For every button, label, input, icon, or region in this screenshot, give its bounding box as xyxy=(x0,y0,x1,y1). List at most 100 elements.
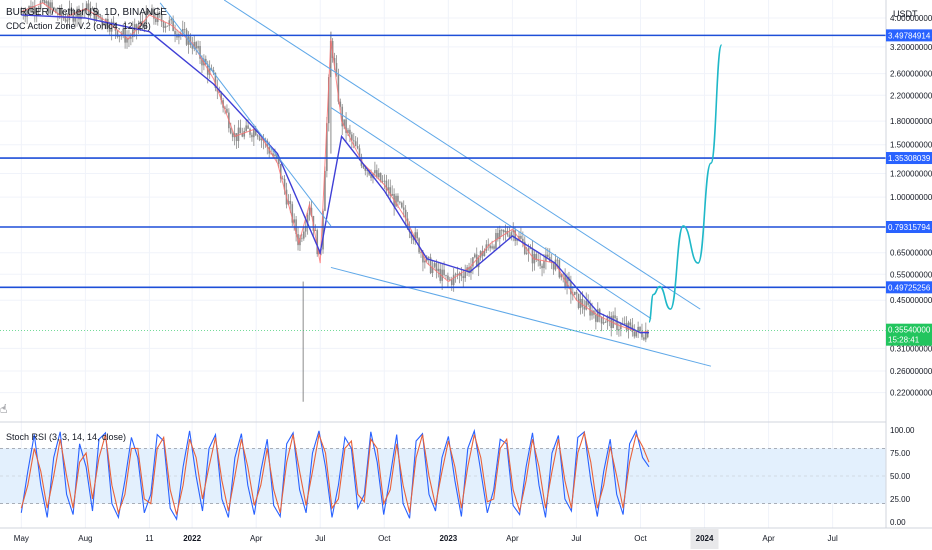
candle-body xyxy=(135,24,138,31)
candle-body xyxy=(304,225,307,232)
price-tags: 3.49784914 1.35308039 0.79315794 0.49725256… xyxy=(886,29,932,346)
stoch-axis[interactable]: 100.00 75.00 50.00 25.00 0.00 xyxy=(890,426,915,527)
candle-body xyxy=(224,107,226,109)
candle-body xyxy=(316,230,319,255)
trend-line-mid xyxy=(330,107,652,320)
indicator-title: CDC Action Zone V.2 (ohlc4, 12, 26) xyxy=(6,21,151,31)
candle-body xyxy=(20,11,23,13)
candle-body xyxy=(289,200,292,205)
stoch-d-line xyxy=(20,430,650,515)
candle-body xyxy=(101,17,103,23)
candle-body xyxy=(351,134,353,141)
candle-body xyxy=(483,250,486,257)
candle-body xyxy=(303,231,305,239)
candle-body xyxy=(522,238,524,242)
candle-body xyxy=(147,11,149,14)
candle-body xyxy=(470,266,472,274)
time-tick-label: Apr xyxy=(762,534,775,543)
time-axis[interactable]: May Aug 11 2022 Apr Jul Oct 2023 Apr Jul Oct 2024 Ap… xyxy=(14,529,838,549)
projection-path xyxy=(648,44,723,323)
candle-body xyxy=(612,315,614,329)
candle-body xyxy=(247,125,249,129)
candle-body xyxy=(145,11,148,28)
candle-body xyxy=(481,251,484,257)
candle-body xyxy=(60,8,63,17)
candle-body xyxy=(162,21,165,28)
candle-body xyxy=(324,170,326,211)
candle-body xyxy=(504,230,507,233)
candle-body xyxy=(299,237,301,246)
candle-body xyxy=(166,25,169,27)
candle-body xyxy=(32,6,34,12)
candle-body xyxy=(160,14,163,22)
candle-body xyxy=(153,9,155,19)
candle-body xyxy=(279,164,282,179)
candle-body xyxy=(114,23,117,31)
candle-body xyxy=(573,291,576,296)
price-tick-label: 1.20000000 xyxy=(890,170,932,179)
candle-body xyxy=(130,37,132,39)
candle-body xyxy=(70,8,73,12)
stoch-tick-label: 25.00 xyxy=(890,495,911,504)
candle-body xyxy=(168,20,171,26)
price-tick-label: 1.80000000 xyxy=(890,117,932,126)
time-tick-label: 11 xyxy=(145,534,154,543)
currency-label: USDT xyxy=(893,9,918,19)
candle-body xyxy=(112,21,115,24)
candle-body xyxy=(89,9,92,17)
candle-body xyxy=(400,202,403,208)
candle-body xyxy=(433,263,436,267)
candle-body xyxy=(237,127,240,142)
candle-body xyxy=(214,72,217,88)
candle-body xyxy=(343,119,345,127)
current-price-label: 0.35540000 xyxy=(888,326,931,335)
candle-body xyxy=(391,193,393,196)
candle-body xyxy=(281,178,284,180)
candle-body xyxy=(97,10,100,17)
price-tick-label: 0.55000000 xyxy=(890,270,932,279)
candle-body xyxy=(412,238,415,241)
trend-line-early xyxy=(159,2,332,227)
candle-body xyxy=(258,136,261,141)
candle-body xyxy=(181,29,184,34)
candle-body xyxy=(502,229,505,233)
time-tick-label: Apr xyxy=(506,534,519,543)
candle-body xyxy=(66,20,69,22)
candle-body xyxy=(354,141,357,147)
candle-body xyxy=(604,322,607,323)
candle-body xyxy=(385,180,388,191)
candle-body xyxy=(541,265,543,269)
candle-body xyxy=(253,128,255,138)
candle-body xyxy=(172,18,174,32)
candle-body xyxy=(78,8,80,20)
candle-body xyxy=(229,128,232,134)
candle-body xyxy=(575,291,578,294)
candle-body xyxy=(272,153,274,156)
candle-body xyxy=(76,8,78,18)
candle-body xyxy=(30,6,32,12)
candle-body xyxy=(370,174,372,178)
candle-body xyxy=(41,0,44,2)
candle-body xyxy=(639,326,641,332)
symbol-title: BURGER / TetherUS, 1D, BINANCE xyxy=(6,7,167,18)
candle-body xyxy=(347,129,349,133)
candle-body xyxy=(424,260,426,263)
candle-body xyxy=(602,322,605,324)
candle-body xyxy=(531,248,534,264)
candle-body xyxy=(183,29,186,30)
price-tick-label: 0.22000000 xyxy=(890,389,932,398)
candle-body xyxy=(525,252,528,254)
candle-body xyxy=(581,298,584,307)
candle-body xyxy=(155,18,157,23)
price-axis[interactable]: 4.00000000 3.20000000 2.60000000 2.20000000… xyxy=(890,14,932,398)
candle-body xyxy=(443,269,445,276)
candle-body xyxy=(137,26,140,31)
candle-body xyxy=(491,246,493,249)
candle-body xyxy=(402,207,405,210)
stoch-band-lines xyxy=(0,448,886,504)
candle-body xyxy=(110,21,113,32)
candle-body xyxy=(24,14,26,17)
candle-body xyxy=(243,130,246,137)
candle-body xyxy=(278,158,280,165)
